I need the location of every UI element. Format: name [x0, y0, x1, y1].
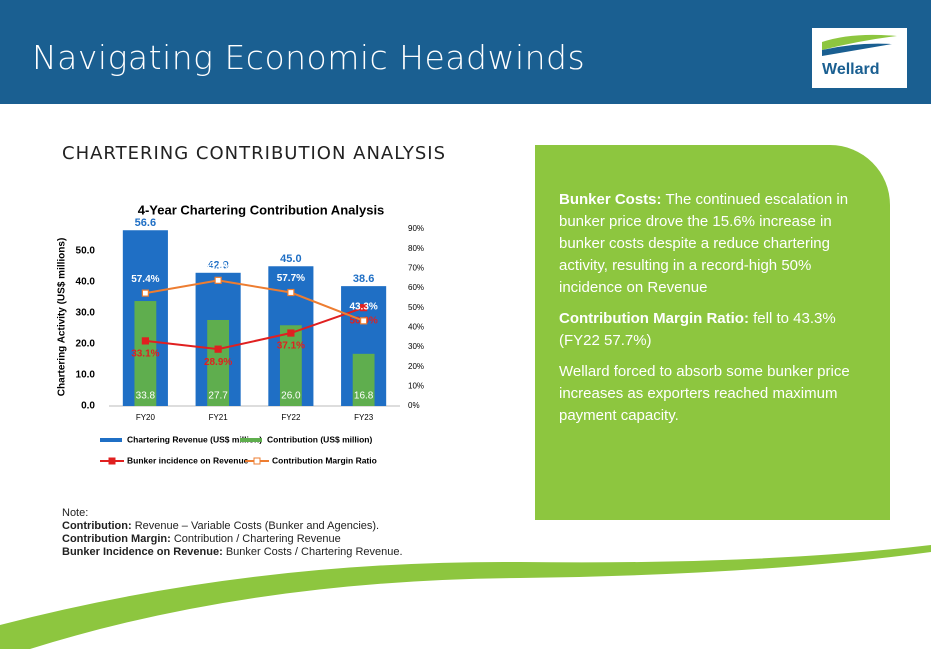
- bar-value-label: 45.0: [280, 253, 301, 265]
- y-tick-label: 10.0: [76, 370, 96, 381]
- line-value-label: 43.3%: [349, 301, 377, 312]
- y2-tick-label: 0%: [408, 401, 420, 410]
- y2-tick-label: 60%: [408, 283, 424, 292]
- line-marker: [288, 330, 294, 336]
- legend-label: Contribution (US$ million): [267, 434, 372, 444]
- line-marker: [361, 318, 367, 324]
- y-tick-label: 50.0: [76, 245, 96, 256]
- line-value-label: 57.4%: [131, 274, 159, 285]
- slide: Navigating Economic Headwinds Wellard CH…: [0, 0, 931, 649]
- y-tick-label: 30.0: [76, 307, 96, 318]
- y2-tick-label: 90%: [408, 224, 424, 233]
- x-tick-label: FY23: [354, 413, 374, 422]
- line-marker: [142, 338, 148, 344]
- line-marker: [288, 290, 294, 296]
- decor-swoosh: [0, 545, 931, 649]
- legend-swatch: [100, 438, 122, 442]
- line-value-label: 33.1%: [131, 349, 159, 360]
- chart-title: 4-Year Chartering Contribution Analysis: [138, 202, 385, 217]
- y2-tick-label: 40%: [408, 322, 424, 331]
- bar-value-label: 27.7: [208, 391, 228, 402]
- legend-label: Contribution Margin Ratio: [272, 455, 377, 465]
- line-value-label: 63.9%: [204, 261, 232, 272]
- legend-swatch: [109, 458, 115, 464]
- bar-value-label: 38.6: [353, 273, 374, 285]
- bar-value-label: 16.8: [354, 391, 374, 402]
- legend-swatch: [254, 458, 260, 464]
- y-tick-label: 0.0: [81, 401, 95, 412]
- bar-value-label: 56.6: [135, 217, 156, 229]
- y2-tick-label: 20%: [408, 362, 424, 371]
- y2-tick-label: 80%: [408, 244, 424, 253]
- bar-value-label: 26.0: [281, 391, 301, 402]
- y2-tick-label: 30%: [408, 342, 424, 351]
- line-marker: [215, 277, 221, 283]
- x-tick-label: FY20: [136, 413, 156, 422]
- line-value-label: 28.9%: [204, 357, 232, 368]
- y2-tick-label: 50%: [408, 303, 424, 312]
- legend-label: Bunker incidence on Revenue: [127, 455, 249, 465]
- x-tick-label: FY21: [209, 413, 229, 422]
- chart: 4-Year Chartering Contribution Analysis …: [0, 0, 931, 649]
- y2-tick-label: 70%: [408, 263, 424, 272]
- line-series: [145, 308, 363, 349]
- y2-tick-label: 10%: [408, 381, 424, 390]
- bar-value-label: 33.8: [136, 391, 156, 402]
- x-tick-label: FY22: [281, 413, 301, 422]
- y-tick-label: 20.0: [76, 339, 96, 350]
- line-value-label: 37.1%: [277, 341, 305, 352]
- line-marker: [215, 346, 221, 352]
- line-marker: [142, 290, 148, 296]
- y-axis-label: Chartering Activity (US$ millions): [57, 238, 68, 397]
- line-value-label: 57.7%: [277, 273, 305, 284]
- y-tick-label: 40.0: [76, 276, 96, 287]
- line-series: [145, 280, 363, 321]
- legend-swatch: [240, 438, 262, 442]
